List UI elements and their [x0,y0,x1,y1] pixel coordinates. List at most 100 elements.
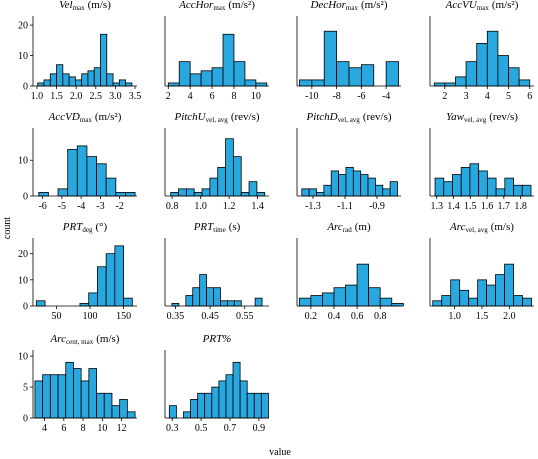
title-subscript: max [213,4,226,12]
x-tick-label: 1.7 [498,201,511,212]
y-tick-label: 0 [23,302,28,313]
bar [204,392,213,419]
bar [209,177,219,197]
x-tick-label: 6 [210,91,215,102]
bar [42,374,51,419]
bar [455,76,467,87]
bar [469,163,480,197]
title-name: Vel [59,0,72,11]
bar [308,188,317,197]
bar [96,392,105,419]
x-tick-label: -2 [115,201,123,212]
bar [374,184,384,197]
bar [185,188,195,197]
bar [65,361,74,419]
bar [240,192,250,197]
x-tick-label: 2 [166,91,171,102]
panel: AccVDmax (m/s²) -6 -5 -4 -3 -2 0 10 [18,111,137,212]
bar [316,192,325,197]
bar [233,61,246,87]
x-tick-label: 10 [251,91,261,102]
bar [450,279,461,307]
bar [167,82,180,87]
bar [323,184,332,197]
bar [96,163,107,197]
bar [336,61,350,87]
x-tick-label: 1.5 [50,91,63,102]
bar [310,295,323,307]
bar [348,67,362,87]
y-tick-label: 10 [18,51,28,62]
title-unit: (rev/s) [231,111,260,123]
bar [225,374,234,419]
bar [486,177,497,197]
bar [76,145,88,197]
title-unit: (m) [355,221,371,233]
bar [170,192,179,197]
x-tick-label: 1.8 [514,201,527,212]
panel-title: PRTtime (s) [193,221,241,234]
bar [504,263,514,307]
panel: PRTtime (s) 0.35 0.45 0.55 [164,221,269,322]
bar [80,380,90,419]
bar [74,79,83,87]
bar [256,192,266,197]
bar [298,297,312,307]
panel-title: AccVDmax (m/s²) [48,111,122,124]
bar [486,30,499,87]
bar [218,380,227,419]
x-tick-label: 4 [188,91,193,102]
y-tick-label: 0 [23,414,28,425]
bar [200,70,213,87]
bar [103,392,113,419]
bar [105,253,116,307]
title-subscript: deg [82,226,93,234]
x-tick-label: 1.2 [223,201,236,212]
x-tick-label: 0.4 [328,311,341,322]
x-tick-label: -3 [96,201,104,212]
bar [67,149,78,197]
bar [178,188,187,197]
x-tick-label: 2 [442,91,447,102]
panel-title: Velmax (m/s) [59,0,111,12]
bar [360,64,375,87]
title-unit: (m/s²) [492,0,519,11]
x-tick-label: 0.9 [253,423,266,434]
bar [114,245,124,307]
bar [178,61,191,87]
x-tick-label: 0.6 [351,311,364,322]
bar [433,82,446,87]
bar [49,73,57,87]
bar [37,82,45,87]
title-unit: (m/s) [96,333,120,345]
panel-title: PitchUvel, avg (rev/s) [173,111,259,124]
title-unit: (s) [229,221,241,233]
bar [486,284,496,307]
title-name: DecHor [309,0,346,11]
x-tick-label: 2.5 [90,91,103,102]
bar [434,177,445,197]
panel-title: PRTdeg (°) [62,221,108,234]
bar [119,399,128,419]
x-tick-label: 6 [527,91,532,102]
title-subscript: rad [343,226,352,234]
panel: Yawvel, avg (rev/s) 1.3 1.4 1.5 1.6 1.7 1.8 [429,111,534,212]
bar [360,174,369,197]
bar [385,61,399,87]
title-name: AccVU [445,0,478,11]
panel: Arcvel, avg (m/s) 1.0 1.5 2.0 [429,221,534,322]
bar [432,300,443,307]
bar [111,405,121,419]
x-tick-label: 1.6 [481,201,494,212]
panel-title: Arccent, max (m/s) [50,333,120,346]
bar [56,64,64,87]
bar [352,170,362,197]
bar [57,188,69,197]
bar [443,181,453,197]
bar [518,79,531,87]
title-unit: (m/s²) [228,0,255,11]
bar [43,79,51,87]
x-tick-label: 100 [83,311,98,322]
bar [513,184,523,197]
